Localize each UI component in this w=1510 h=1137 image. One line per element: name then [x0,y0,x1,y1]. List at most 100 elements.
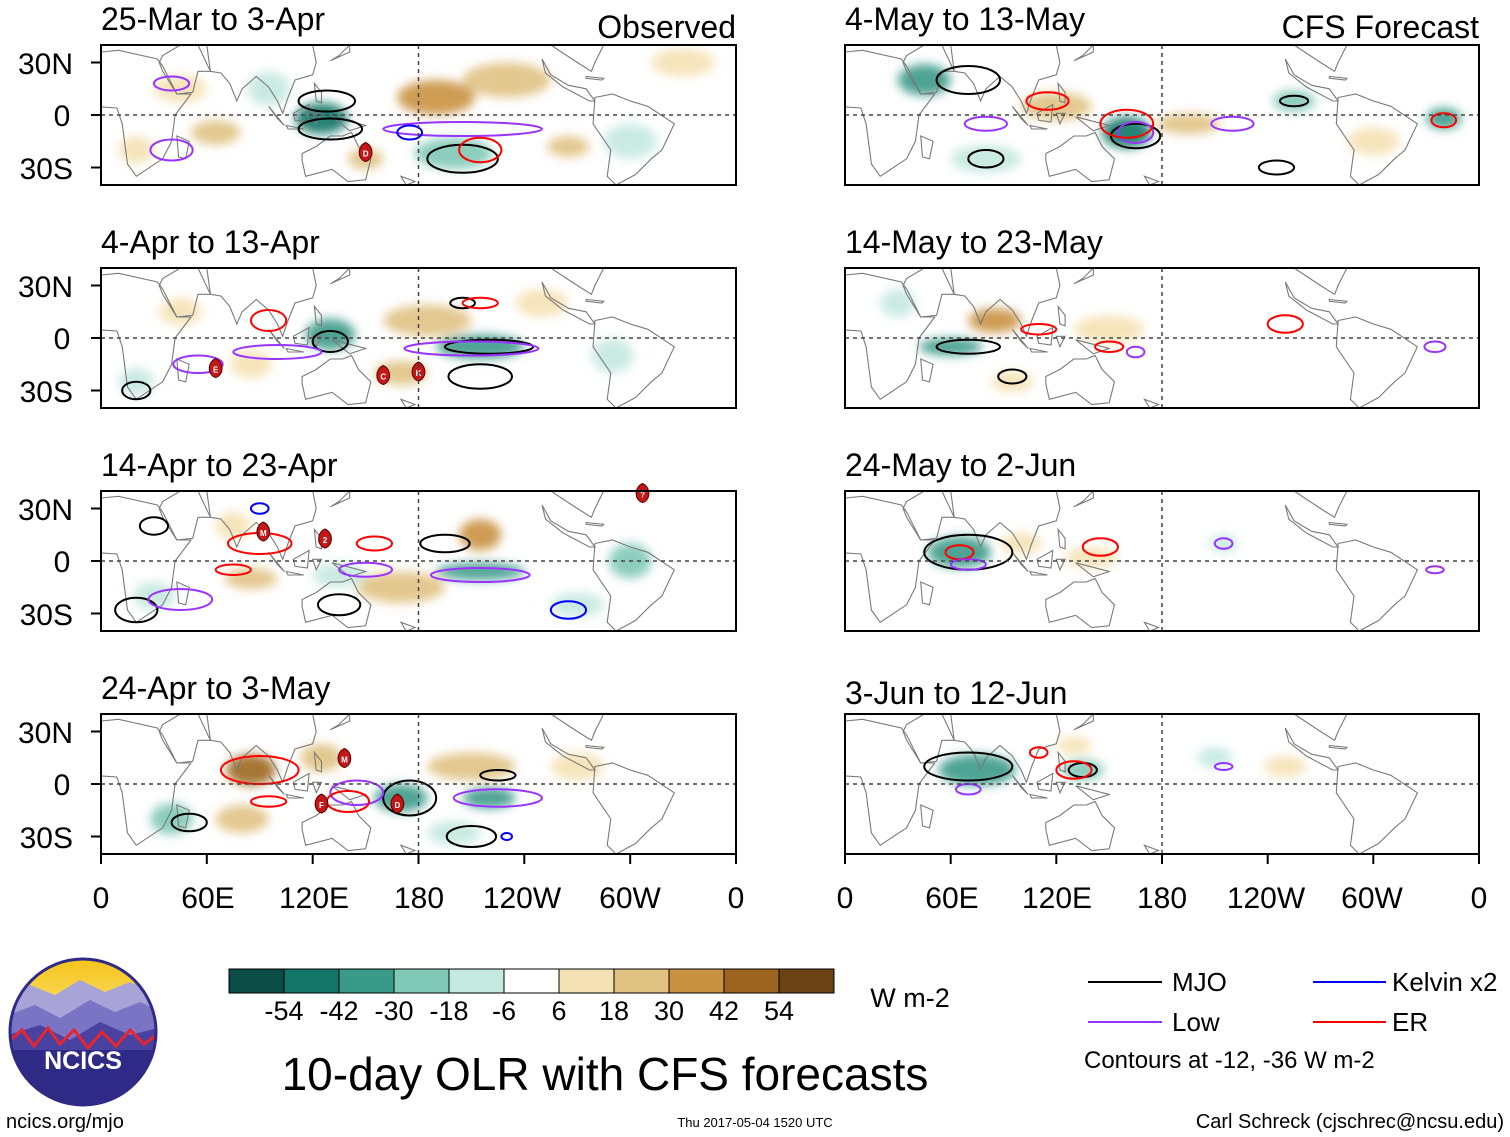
coastline [176,804,190,829]
coastline [902,268,956,318]
positive-anomaly-blob [215,512,251,540]
mjo-contour [967,149,1005,169]
low-contour [1116,121,1155,144]
forecast-panel-3: 24-May to 2-Jun [844,447,1480,632]
colorbar-labels: -54 -42 -30 -18 -6 6 18 30 42 54 [264,996,794,1026]
coastline [301,800,372,852]
positive-anomaly-blob [1073,315,1145,344]
coastline [1335,539,1419,631]
coastline [1073,45,1094,62]
coastline [331,339,368,355]
mjo-contour [419,533,471,554]
y-axis-labels: 30N 0 30S [18,494,101,632]
negative-anomaly-blob [414,137,493,170]
negative-anomaly-blob [880,289,916,317]
low-contour [1125,345,1146,359]
tropical-cyclone-marker: D [358,141,373,163]
coastline [399,175,417,185]
coastline [592,539,676,631]
observed-panel-4: 24-Apr to 3-May M F D 30N 0 30S [18,670,737,855]
mjo-contour [479,769,517,782]
coastline [845,718,936,847]
mjo-contour [311,330,349,353]
negative-anomaly-blob [1272,90,1316,112]
low-contour [429,567,531,583]
er-contour [249,309,288,332]
cyclone-label: F [319,801,324,810]
coastline [1045,800,1116,852]
cyclone-symbol [318,528,332,549]
storm-markers: D [358,141,373,163]
low-contour [382,121,543,137]
coastline [1293,268,1348,296]
y-tick-label-30n: 30N [18,48,73,81]
coastline [592,93,676,185]
wave-contours [935,314,1447,385]
cyclone-label: E [213,366,219,375]
coastline [311,558,323,572]
low-contour [147,588,214,611]
panel-frame [844,44,1480,186]
coastline [399,844,417,854]
negative-anomaly-blob [927,536,992,568]
panel-title: 14-May to 23-May [845,224,1103,260]
coastline [292,549,310,569]
mjo-contour [121,380,152,401]
x-tick-label: 60W [1341,882,1403,915]
panel-title: 24-Apr to 3-May [101,670,330,706]
positive-anomaly-blob [229,350,273,379]
tropical-cyclone-marker: M [337,747,352,769]
coastline [1045,577,1116,629]
mjo-contour [297,117,364,141]
negative-anomaly-blob [462,787,516,809]
positive-anomaly-blob [1056,736,1092,755]
mjo-contour [138,516,170,536]
coastline [1045,354,1116,406]
coastline-layer [845,714,1419,854]
mjo-contour [114,596,159,624]
coastline [592,316,676,408]
coastline [158,714,212,764]
wave-contours [923,746,1234,796]
y-tick-label-0: 0 [54,546,71,579]
coastline [1011,551,1029,572]
y-tick-label-30s: 30S [20,822,73,855]
y-tick-label-30n: 30N [18,717,73,750]
observed-header: Observed [597,9,736,45]
negative-anomaly-blob [918,338,983,356]
coastline [1293,714,1348,742]
er-contour [1020,323,1058,336]
site-url[interactable]: ncics.org/mjo [6,1111,124,1133]
er-contour [461,296,499,310]
coastline [845,495,936,624]
negative-anomaly-blob [550,592,604,617]
low-contour [1425,565,1445,575]
negative-anomaly-blob [1426,108,1462,129]
positive-anomaly-blob [1264,756,1307,777]
low-contour [329,779,385,806]
panel-title: 3-Jun to 12-Jun [845,675,1067,711]
tropical-cyclone-marker: 2 [318,528,332,549]
cyclone-symbol [256,521,271,542]
coastline [1028,124,1048,130]
coastline [845,272,936,401]
olr-anomaly-field [897,64,1462,173]
mjo-contour [1257,159,1296,176]
coastline [1057,81,1066,104]
colorbar-box [668,968,725,994]
coastline [1055,781,1066,795]
coastline [1073,491,1094,508]
colorbar-box [228,968,285,994]
cyclone-label: D [394,801,400,810]
low-contour [232,344,323,360]
er-contour [1099,108,1155,139]
cyclone-label: M [341,756,348,765]
er-contour [219,755,300,785]
colorbar-tick-label: -42 [319,996,358,1026]
legend-label-kelvin: Kelvin x2 [1392,967,1498,997]
x-tick-label: 180 [394,882,444,915]
panel-title: 25-Mar to 3-Apr [101,1,325,37]
negative-anomaly-blob [1102,116,1152,149]
coastline-layer [845,491,1419,631]
ncics-logo[interactable]: NCICS [8,957,158,1110]
